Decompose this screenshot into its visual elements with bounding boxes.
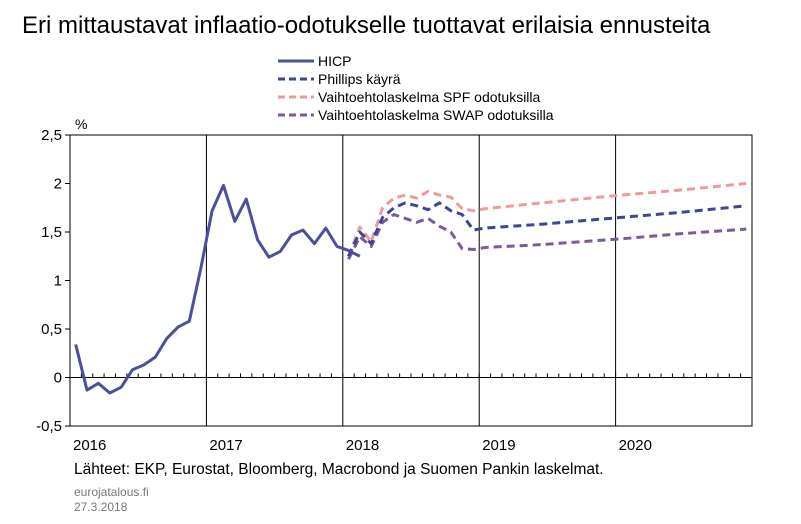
site-name: eurojatalous.fi xyxy=(74,485,149,499)
legend-item-spf: Vaihtoehtolaskelma SPF odotuksilla xyxy=(276,88,554,106)
y-tick-label: 1 xyxy=(54,273,62,290)
y-axis-unit-label: % xyxy=(75,116,87,132)
y-tick-label: 1,5 xyxy=(41,224,62,241)
y-tick-label: 2,5 xyxy=(41,127,62,144)
y-tick-label: 0,5 xyxy=(41,321,62,338)
y-tick-label: -0,5 xyxy=(36,418,62,435)
x-tick-label: 2018 xyxy=(346,437,379,454)
x-tick-label: 2020 xyxy=(619,437,652,454)
x-tick-label: 2016 xyxy=(73,437,106,454)
y-tick-label: 0 xyxy=(54,370,62,387)
legend-swatch-phillips xyxy=(278,77,314,81)
legend-swatch-hicp xyxy=(278,59,314,63)
legend-label-phillips: Phillips käyrä xyxy=(318,71,401,87)
source-note: Lähteet: EKP, Eurostat, Bloomberg, Macro… xyxy=(74,461,604,478)
x-tick-label: 2017 xyxy=(209,437,242,454)
legend-label-hicp: HICP xyxy=(318,53,352,69)
series-line-vaihtoehtolaskelma-spf-odotuksilla xyxy=(347,182,747,257)
legend-item-swap: Vaihtoehtolaskelma SWAP odotuksilla xyxy=(276,106,554,124)
series-line-phillips-k-yr xyxy=(347,201,747,257)
chart-legend: HICP Phillips käyrä Vaihtoehtolaskelma S… xyxy=(276,52,554,124)
legend-item-hicp: HICP xyxy=(276,52,554,70)
series-line-vaihtoehtolaskelma-swap-odotuksilla xyxy=(347,213,747,260)
series-line-hicp xyxy=(74,183,361,395)
legend-item-phillips: Phillips käyrä xyxy=(276,70,554,88)
publish-date: 27.3.2018 xyxy=(74,500,128,514)
y-tick-label: 2 xyxy=(54,176,62,193)
legend-label-spf: Vaihtoehtolaskelma SPF odotuksilla xyxy=(318,89,541,105)
legend-label-swap: Vaihtoehtolaskelma SWAP odotuksilla xyxy=(318,107,554,123)
legend-swatch-swap xyxy=(278,113,314,117)
legend-swatch-spf xyxy=(278,95,314,99)
plot-frame xyxy=(69,134,753,427)
chart-title: Eri mittaustavat inflaatio-odotukselle t… xyxy=(22,12,711,39)
x-tick-label: 2019 xyxy=(482,437,515,454)
